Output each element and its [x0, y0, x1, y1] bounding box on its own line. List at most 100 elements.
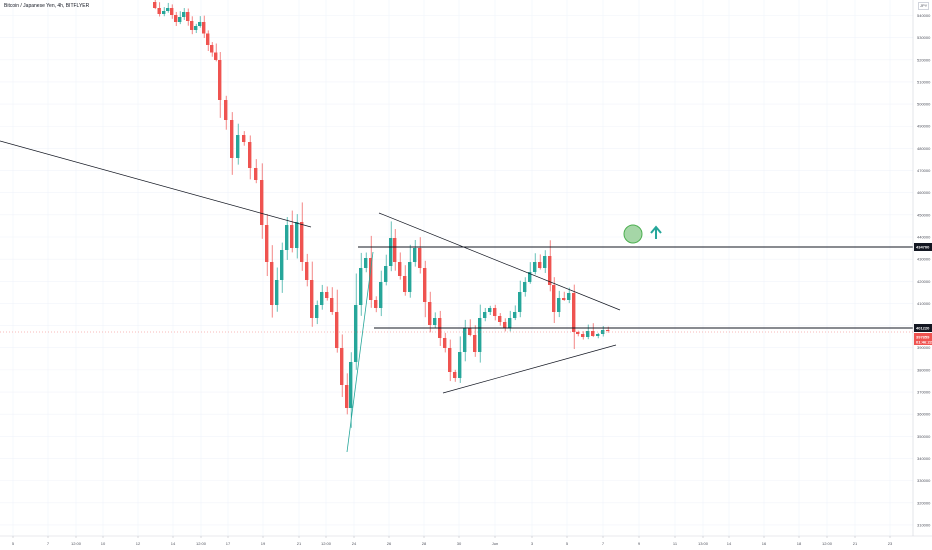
candle — [265, 214, 269, 277]
price-tick-label: 410000 — [917, 301, 931, 306]
price-tick-label: 460000 — [917, 190, 931, 195]
candle — [345, 373, 349, 415]
bullish-impulse-line[interactable] — [346, 251, 374, 453]
candle — [369, 235, 373, 308]
candle — [596, 332, 600, 339]
candle — [393, 229, 397, 271]
candle — [320, 284, 324, 310]
candle — [548, 240, 552, 292]
price-tag-countdown: 01:46:22 — [916, 340, 932, 345]
candle — [576, 330, 580, 337]
time-tick-label: 10 — [101, 541, 106, 546]
candle — [389, 221, 393, 272]
time-tick-label: 30 — [457, 541, 462, 546]
candle — [567, 287, 571, 304]
candle — [290, 210, 294, 253]
candle — [408, 244, 412, 298]
candle — [198, 16, 202, 28]
candle — [295, 214, 299, 259]
chart-grid — [0, 0, 913, 536]
candle — [236, 123, 240, 165]
price-tick-label: 500000 — [917, 102, 931, 107]
candle — [300, 202, 304, 271]
candle — [224, 95, 228, 130]
candle — [354, 273, 358, 370]
price-axis[interactable]: 310000 320000 330000 340000 350000 360000 3700… — [912, 0, 931, 536]
time-tick-label: 12:00 — [71, 541, 82, 546]
time-tick-label: 12:00 — [196, 541, 207, 546]
time-tick-label: 7 — [602, 541, 605, 546]
candle — [315, 300, 319, 325]
candle — [340, 334, 344, 398]
candle — [194, 23, 198, 34]
candle — [528, 262, 532, 284]
price-tick-label: 470000 — [917, 168, 931, 173]
resistance-level-tag: 434700 — [914, 243, 932, 251]
up-arrow-icon[interactable] — [650, 225, 662, 239]
candle — [413, 240, 417, 267]
time-tick-label: 17 — [226, 541, 231, 546]
price-tick-label: 370000 — [917, 390, 931, 395]
svg-text:397859: 397859 — [916, 335, 930, 340]
candle — [493, 304, 497, 321]
candle — [218, 52, 222, 118]
time-tick-label: 14 — [171, 541, 176, 546]
candle — [557, 290, 561, 318]
candle — [280, 242, 284, 293]
candle — [270, 245, 274, 318]
candle — [330, 287, 334, 315]
price-tick-label: 430000 — [917, 257, 931, 262]
time-tick-label: 3 — [531, 541, 534, 546]
candle — [543, 250, 547, 273]
candle — [458, 336, 462, 383]
candle — [310, 261, 314, 327]
price-tick-label: 510000 — [917, 79, 931, 84]
candle — [214, 43, 218, 62]
time-tick-label: 18 — [797, 541, 802, 546]
candle — [488, 305, 492, 316]
time-tick-label: 12 — [136, 541, 141, 546]
candle — [305, 253, 309, 287]
candle — [190, 16, 194, 35]
candle — [202, 15, 206, 38]
candle — [157, 2, 161, 17]
candle — [153, 0, 157, 10]
time-tick-label: 19 — [261, 541, 266, 546]
time-axis[interactable]: 5 7 12:00 10 12 14 12:00 17 19 21 12:00 24 26 28 30 Jun… — [0, 535, 932, 546]
candle — [433, 312, 437, 328]
triangle-upper-trendline[interactable] — [378, 212, 621, 311]
support-level-tag: 401220 — [914, 324, 932, 332]
candle — [206, 30, 210, 52]
candlestick-series — [153, 0, 610, 428]
candle — [174, 11, 178, 27]
target-circle-marker[interactable] — [623, 224, 643, 244]
candle — [538, 254, 542, 270]
candle — [242, 131, 246, 146]
currency-badge[interactable]: JPY — [918, 2, 930, 10]
candle — [572, 284, 576, 350]
long-downtrend-line[interactable] — [0, 140, 312, 228]
price-tick-label: 450000 — [917, 212, 931, 217]
candle — [453, 369, 457, 382]
candle — [448, 339, 452, 382]
time-tick-label: 28 — [422, 541, 427, 546]
candle — [254, 159, 258, 184]
candle — [552, 277, 556, 324]
price-tick-label: 440000 — [917, 234, 931, 239]
candle — [364, 252, 368, 273]
candle — [335, 289, 339, 353]
time-tick-label: 5 — [566, 541, 569, 546]
triangle-lower-trendline[interactable] — [442, 344, 617, 394]
candle — [398, 252, 402, 280]
price-tick-label: 310000 — [917, 522, 931, 527]
svg-text:401220: 401220 — [916, 326, 930, 331]
candle — [230, 112, 234, 175]
candle — [562, 291, 566, 301]
candle — [478, 304, 482, 363]
time-tick-label: 13:00 — [698, 541, 709, 546]
price-tick-label: 420000 — [917, 279, 931, 284]
candle — [428, 291, 432, 333]
candle — [498, 313, 502, 326]
